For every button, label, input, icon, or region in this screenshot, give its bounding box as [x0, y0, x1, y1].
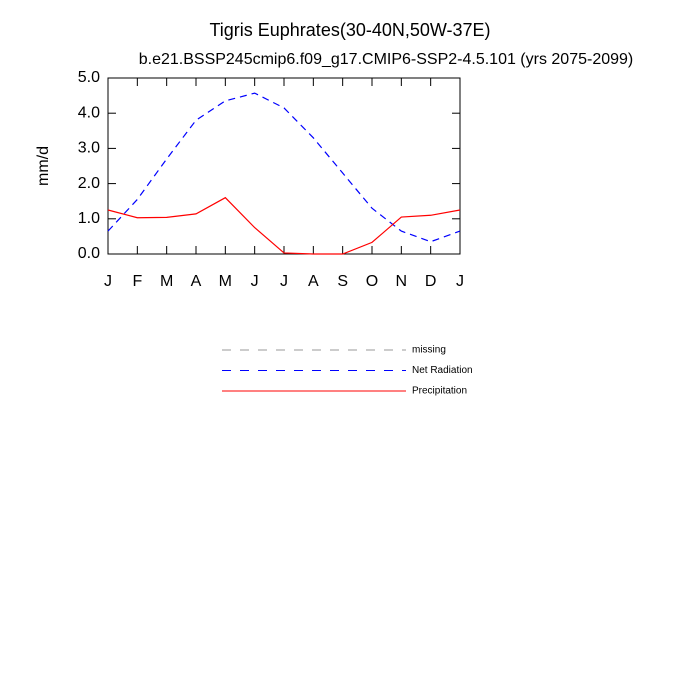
legend-label: missing: [412, 345, 446, 356]
y-tick-label: 1.0: [78, 210, 100, 227]
legend-label: Net Radiation: [412, 365, 473, 376]
x-tick-label: J: [280, 273, 288, 290]
legend-label: Precipitation: [412, 386, 467, 397]
x-tick-label: O: [366, 273, 378, 290]
y-axis-label: mm/d: [35, 146, 52, 186]
x-tick-label: A: [191, 273, 202, 290]
x-tick-label: J: [104, 273, 112, 290]
y-tick-label: 5.0: [78, 69, 100, 86]
x-tick-label: S: [337, 273, 348, 290]
x-tick-label: N: [396, 273, 408, 290]
y-tick-label: 2.0: [78, 175, 100, 192]
y-tick-label: 3.0: [78, 140, 100, 157]
chart-subtitle: b.e21.BSSP245cmip6.f09_g17.CMIP6-SSP2-4.…: [139, 51, 634, 68]
x-tick-label: F: [132, 273, 142, 290]
series-line: [107, 92, 461, 243]
chart-title: Tigris Euphrates(30-40N,50W-37E): [209, 20, 490, 40]
x-tick-label: M: [219, 273, 232, 290]
y-tick-label: 0.0: [78, 245, 100, 262]
x-tick-label: M: [160, 273, 173, 290]
x-tick-label: A: [308, 273, 319, 290]
y-tick-label: 4.0: [78, 104, 100, 121]
series-line: [107, 196, 461, 255]
x-tick-label: D: [425, 273, 437, 290]
x-tick-label: J: [251, 273, 259, 290]
x-tick-label: J: [456, 273, 464, 290]
